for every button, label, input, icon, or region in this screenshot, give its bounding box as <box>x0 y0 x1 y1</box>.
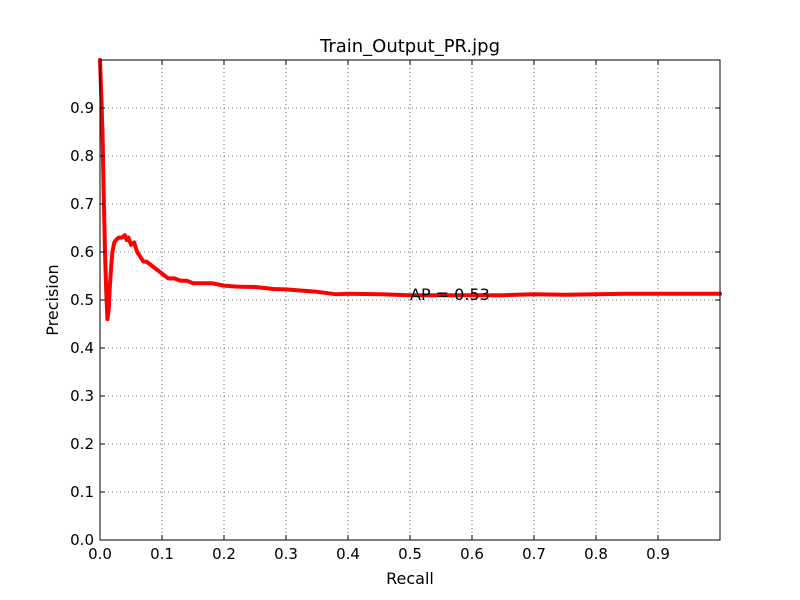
y-tick-label: 0.2 <box>70 435 94 453</box>
x-tick-label: 0.8 <box>584 545 608 563</box>
y-tick-label: 0.4 <box>70 339 94 357</box>
x-tick-label: 0.9 <box>646 545 670 563</box>
y-tick-label: 0.3 <box>70 387 94 405</box>
y-axis-label: Precision <box>43 264 62 335</box>
x-tick-label: 0.3 <box>274 545 298 563</box>
x-tick-label: 0.5 <box>398 545 422 563</box>
y-tick-label: 0.0 <box>70 531 94 549</box>
axis-ticks: 0.0 0.1 0.2 0.3 0.4 0.5 0.6 0.7 0.8 0.9 0.0 0.1 0.2 0… <box>70 60 720 563</box>
y-tick-label: 0.1 <box>70 483 94 501</box>
x-tick-label: 0.4 <box>336 545 360 563</box>
grid-lines <box>100 60 720 540</box>
x-tick-label: 0.7 <box>522 545 546 563</box>
x-tick-label: 0.2 <box>212 545 236 563</box>
y-tick-label: 0.8 <box>70 147 94 165</box>
y-tick-label: 0.6 <box>70 243 94 261</box>
x-tick-label: 0.1 <box>150 545 174 563</box>
y-tick-label: 0.9 <box>70 99 94 117</box>
x-axis-label: Recall <box>386 569 434 588</box>
y-tick-label: 0.7 <box>70 195 94 213</box>
series-layer <box>98 58 722 322</box>
ap-annotation: AP = 0.53 <box>410 285 490 304</box>
pr-curve-line <box>98 58 722 322</box>
x-tick-label: 0.0 <box>88 545 112 563</box>
y-tick-label: 0.5 <box>70 291 94 309</box>
chart-title: Train_Output_PR.jpg <box>319 36 500 57</box>
x-tick-label: 0.6 <box>460 545 484 563</box>
